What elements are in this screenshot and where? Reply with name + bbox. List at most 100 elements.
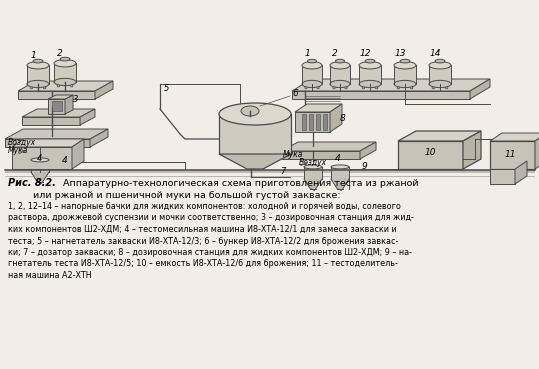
Ellipse shape bbox=[394, 62, 416, 69]
Polygon shape bbox=[302, 114, 306, 130]
Text: Аппаратурно-технологическая схема приготовления теста из ржаной: Аппаратурно-технологическая схема пригот… bbox=[60, 179, 419, 188]
Text: 11: 11 bbox=[505, 150, 516, 159]
Polygon shape bbox=[5, 129, 108, 139]
Polygon shape bbox=[12, 139, 84, 147]
Text: 2: 2 bbox=[57, 49, 63, 58]
Polygon shape bbox=[535, 133, 539, 169]
Ellipse shape bbox=[302, 80, 322, 88]
Ellipse shape bbox=[365, 59, 375, 63]
Polygon shape bbox=[302, 65, 322, 84]
Ellipse shape bbox=[31, 158, 49, 162]
Ellipse shape bbox=[33, 59, 43, 63]
Polygon shape bbox=[331, 167, 349, 179]
Text: 5: 5 bbox=[164, 84, 170, 93]
Polygon shape bbox=[394, 65, 416, 84]
Text: ная машина А2-ХТН: ная машина А2-ХТН bbox=[8, 271, 92, 280]
Ellipse shape bbox=[54, 60, 76, 67]
Text: 4: 4 bbox=[62, 156, 68, 165]
Polygon shape bbox=[490, 169, 515, 184]
Polygon shape bbox=[490, 133, 539, 141]
Polygon shape bbox=[515, 161, 527, 184]
Text: ки; 7 – дозатор закваски; 8 – дозировочная станция для жидких компонентов Ш2-ХДМ: ки; 7 – дозатор закваски; 8 – дозировочн… bbox=[8, 248, 412, 257]
Text: 8: 8 bbox=[340, 114, 345, 123]
Polygon shape bbox=[330, 104, 342, 132]
Ellipse shape bbox=[305, 87, 307, 89]
Polygon shape bbox=[219, 154, 291, 169]
Ellipse shape bbox=[27, 62, 49, 69]
Polygon shape bbox=[95, 81, 113, 99]
Polygon shape bbox=[27, 65, 49, 84]
Ellipse shape bbox=[57, 85, 60, 87]
Text: 2: 2 bbox=[332, 49, 338, 58]
Polygon shape bbox=[65, 95, 73, 114]
Ellipse shape bbox=[70, 85, 73, 87]
Text: 4: 4 bbox=[37, 154, 43, 163]
Polygon shape bbox=[470, 79, 490, 99]
Ellipse shape bbox=[432, 87, 435, 89]
Text: Мука: Мука bbox=[283, 150, 303, 159]
Text: 1: 1 bbox=[304, 49, 310, 58]
Polygon shape bbox=[359, 65, 381, 84]
Polygon shape bbox=[48, 99, 65, 114]
Text: 9: 9 bbox=[362, 162, 368, 171]
Ellipse shape bbox=[54, 78, 76, 86]
Polygon shape bbox=[292, 91, 470, 99]
Polygon shape bbox=[331, 179, 349, 189]
Ellipse shape bbox=[429, 62, 451, 69]
Text: 12: 12 bbox=[360, 49, 371, 58]
Ellipse shape bbox=[317, 87, 319, 89]
Polygon shape bbox=[282, 151, 360, 159]
Polygon shape bbox=[490, 141, 535, 169]
Polygon shape bbox=[295, 104, 342, 112]
Text: теста; 5 – нагнетатель закваски И8-ХТА-12/3; 6 – бункер И8-ХТА-12/2 для брожения: теста; 5 – нагнетатель закваски И8-ХТА-1… bbox=[8, 237, 398, 245]
Text: 1: 1 bbox=[30, 51, 36, 60]
Ellipse shape bbox=[43, 87, 46, 89]
Polygon shape bbox=[282, 142, 376, 151]
Ellipse shape bbox=[330, 80, 350, 88]
Text: Воздух: Воздух bbox=[8, 138, 36, 147]
Ellipse shape bbox=[331, 165, 349, 169]
Polygon shape bbox=[463, 131, 481, 169]
Ellipse shape bbox=[397, 87, 400, 89]
Ellipse shape bbox=[435, 59, 445, 63]
Text: или ржаной и пшеничной муки на большой густой закваске:: или ржаной и пшеничной муки на большой г… bbox=[33, 190, 341, 200]
Text: Рис. 8.2.: Рис. 8.2. bbox=[8, 178, 56, 188]
Polygon shape bbox=[304, 167, 322, 179]
Ellipse shape bbox=[429, 80, 451, 88]
Polygon shape bbox=[330, 65, 350, 84]
Polygon shape bbox=[219, 114, 291, 154]
Polygon shape bbox=[323, 114, 327, 130]
Ellipse shape bbox=[330, 62, 350, 69]
Polygon shape bbox=[316, 114, 320, 130]
Text: раствора, дрожжевой суспензии и мочки соответственно; 3 – дозировочная станция д: раствора, дрожжевой суспензии и мочки со… bbox=[8, 214, 414, 223]
Ellipse shape bbox=[241, 106, 259, 116]
Ellipse shape bbox=[219, 103, 291, 125]
Text: 3: 3 bbox=[73, 95, 78, 104]
Text: 13: 13 bbox=[394, 49, 406, 58]
Ellipse shape bbox=[345, 87, 347, 89]
Polygon shape bbox=[304, 179, 322, 189]
Ellipse shape bbox=[333, 87, 335, 89]
Polygon shape bbox=[31, 172, 49, 182]
Polygon shape bbox=[22, 117, 80, 125]
Polygon shape bbox=[48, 95, 73, 99]
Text: гнетатель теста И8-ХТА-12/5; 10 – емкость И8-ХТА-12/6 для брожения; 11 – тестоде: гнетатель теста И8-ХТА-12/5; 10 – емкост… bbox=[8, 259, 398, 269]
Ellipse shape bbox=[394, 80, 416, 88]
Ellipse shape bbox=[400, 59, 410, 63]
Polygon shape bbox=[31, 160, 49, 172]
Ellipse shape bbox=[304, 165, 322, 169]
Text: 10: 10 bbox=[424, 148, 436, 157]
Polygon shape bbox=[90, 129, 108, 147]
Text: 1, 2, 12–14 – напорные бачки для жидких компонентов: холодной и горячей воды, со: 1, 2, 12–14 – напорные бачки для жидких … bbox=[8, 202, 401, 211]
Ellipse shape bbox=[375, 87, 378, 89]
Polygon shape bbox=[360, 142, 376, 159]
Ellipse shape bbox=[362, 87, 365, 89]
Ellipse shape bbox=[359, 62, 381, 69]
Polygon shape bbox=[5, 170, 535, 173]
Polygon shape bbox=[80, 109, 95, 125]
Text: 4: 4 bbox=[335, 154, 341, 163]
Ellipse shape bbox=[308, 59, 316, 63]
Ellipse shape bbox=[60, 57, 70, 61]
Polygon shape bbox=[398, 141, 463, 169]
Polygon shape bbox=[18, 91, 95, 99]
